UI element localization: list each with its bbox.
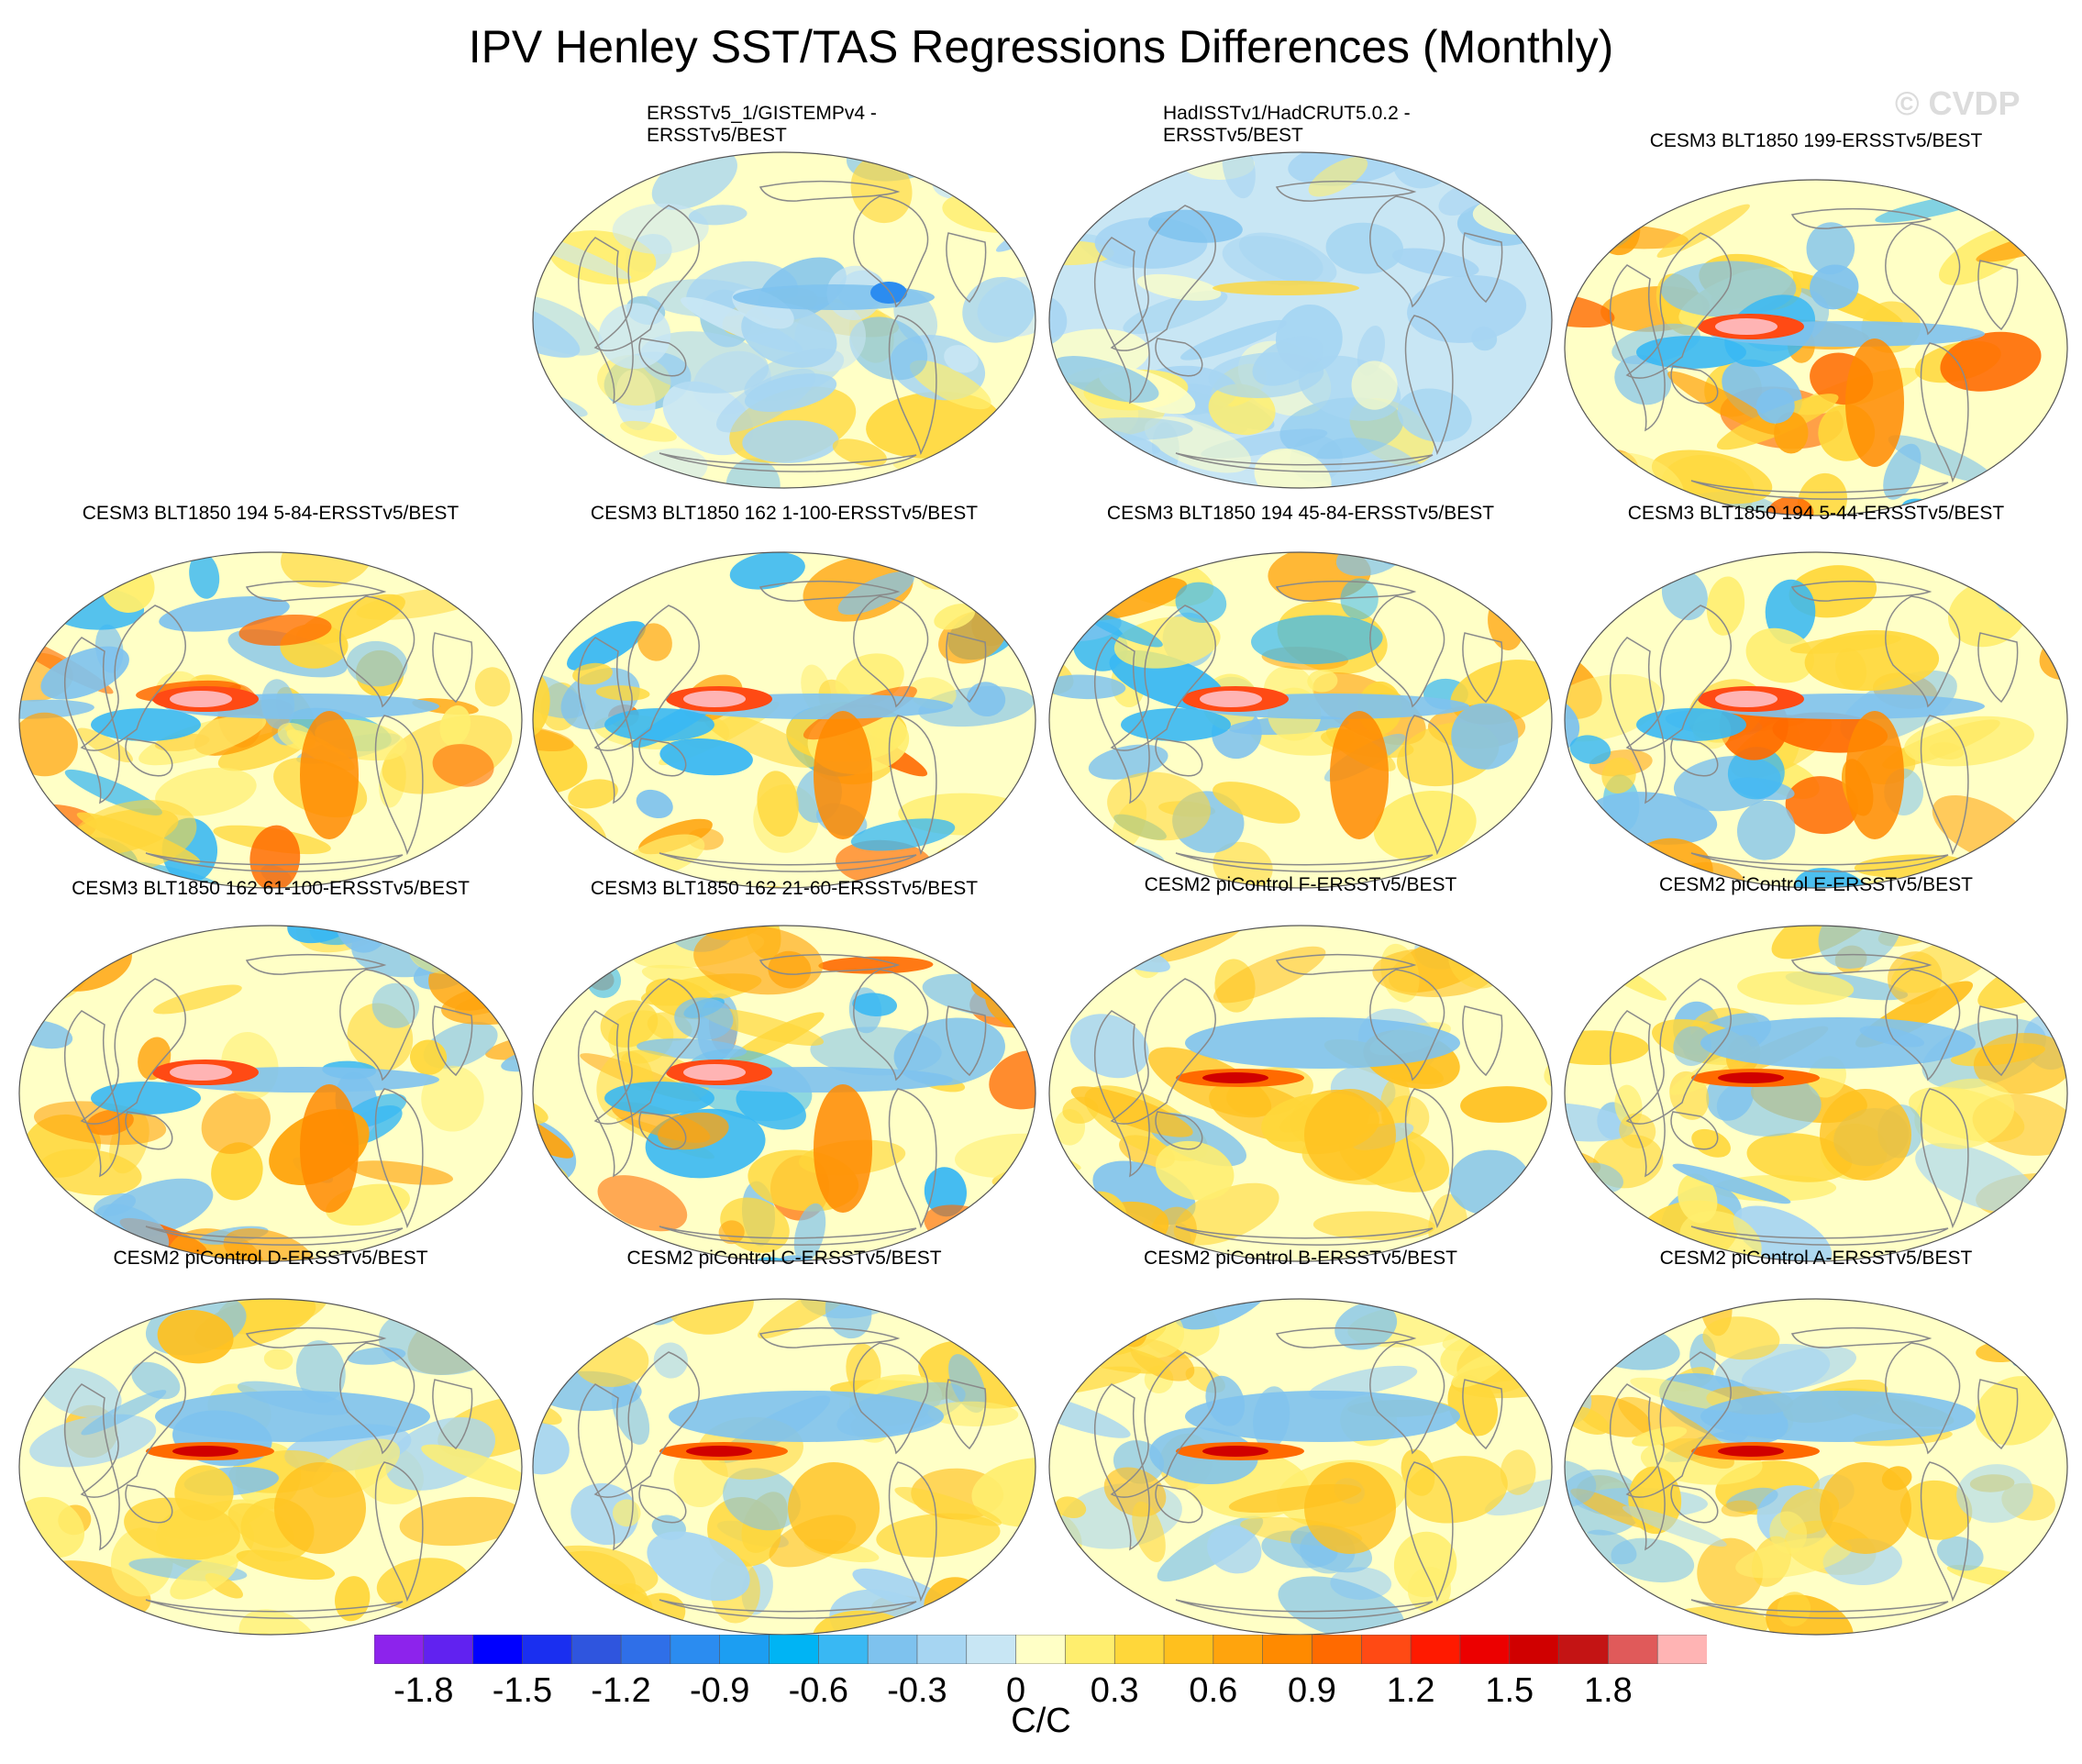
colorbar-swatch [570, 1635, 622, 1664]
colorbar [374, 1635, 1707, 1664]
colorbar-tick-label: -1.5 [492, 1671, 553, 1710]
panel-title: ERSSTv5_1/GISTEMPv4 - ERSSTv5/BEST [647, 103, 877, 146]
colorbar-tick-label: 1.8 [1583, 1671, 1633, 1710]
map-panel: CESM2 piControl F-ERSSTv5/BEST [1044, 874, 1557, 1262]
colorbar-tick-label: -1.8 [393, 1671, 454, 1710]
map-panel: ERSSTv5_1/GISTEMPv4 - ERSSTv5/BEST [527, 103, 1041, 489]
colorbar-swatch [867, 1635, 918, 1664]
panel-title: CESM3 BLT1850 194 5-84-ERSSTv5/BEST [82, 503, 460, 524]
colorbar-swatch [670, 1635, 721, 1664]
map-panel: CESM2 piControl A-ERSSTv5/BEST [1559, 1248, 2073, 1636]
panel-title: CESM3 BLT1850 199-ERSSTv5/BEST [1649, 130, 1983, 151]
colorbar-swatch [620, 1635, 671, 1664]
colorbar-tick-label: 0.3 [1090, 1671, 1139, 1710]
colorbar-swatch [472, 1635, 524, 1664]
colorbar-swatch [1509, 1635, 1560, 1664]
map-panel: CESM2 piControl D-ERSSTv5/BEST [14, 1248, 527, 1636]
world-map [1564, 551, 2068, 889]
world-map [1564, 179, 2068, 516]
world-map [532, 151, 1036, 489]
panel-title: CESM3 BLT1850 194 45-84-ERSSTv5/BEST [1106, 503, 1495, 524]
colorbar-swatch [1558, 1635, 1610, 1664]
colorbar-tick-label: -0.6 [788, 1671, 849, 1710]
map-panel: CESM2 piControl E-ERSSTv5/BEST [1559, 874, 2073, 1262]
colorbar-swatch [1163, 1635, 1214, 1664]
world-map [1564, 1298, 2068, 1636]
panel-title: CESM2 piControl E-ERSSTv5/BEST [1659, 874, 1973, 895]
map-panel: CESM3 BLT1850 162 61-100-ERSSTv5/BEST [14, 876, 527, 1262]
colorbar-swatch [1065, 1635, 1116, 1664]
colorbar-swatch [1410, 1635, 1461, 1664]
panel-title: CESM2 piControl D-ERSSTv5/BEST [113, 1248, 428, 1269]
colorbar-swatch [769, 1635, 820, 1664]
colorbar-units: C/C [1011, 1702, 1071, 1740]
panel-title: CESM3 BLT1850 194 5-44-ERSSTv5/BEST [1627, 503, 2005, 524]
panel-title: CESM3 BLT1850 162 21-60-ERSSTv5/BEST [590, 878, 979, 899]
colorbar-swatch [1015, 1635, 1067, 1664]
colorbar-swatch [966, 1635, 1017, 1664]
world-map [1048, 551, 1553, 889]
colorbar-swatch [1656, 1635, 1707, 1664]
colorbar-swatch [1608, 1635, 1658, 1664]
colorbar-swatch [1312, 1635, 1363, 1664]
world-map [532, 551, 1036, 889]
map-panel: CESM3 BLT1850 199-ERSSTv5/BEST [1559, 103, 2073, 516]
world-map [18, 551, 523, 889]
panel-title: CESM2 piControl B-ERSSTv5/BEST [1144, 1248, 1457, 1269]
panel-title: HadISSTv1/HadCRUT5.0.2 - ERSSTv5/BEST [1163, 103, 1411, 146]
map-panel: CESM3 BLT1850 162 1-100-ERSSTv5/BEST [527, 503, 1041, 889]
world-map [1048, 925, 1553, 1262]
colorbar-swatch [1262, 1635, 1313, 1664]
panel-title: CESM2 piControl F-ERSSTv5/BEST [1144, 874, 1457, 895]
map-panel: CESM3 BLT1850 194 5-84-ERSSTv5/BEST [14, 503, 527, 889]
colorbar-swatch [1213, 1635, 1264, 1664]
colorbar-swatch [818, 1635, 869, 1664]
colorbar-tick-label: -0.9 [689, 1671, 750, 1710]
colorbar-swatch [423, 1635, 474, 1664]
colorbar-tick-label: 0.6 [1189, 1671, 1238, 1710]
colorbar-swatch [719, 1635, 770, 1664]
world-map [18, 1298, 523, 1636]
map-panel: CESM3 BLT1850 194 45-84-ERSSTv5/BEST [1044, 503, 1557, 889]
colorbar-swatch [522, 1635, 573, 1664]
panel-title: CESM3 BLT1850 162 1-100-ERSSTv5/BEST [590, 503, 979, 524]
world-map [1564, 925, 2068, 1262]
colorbar-tick-label: 1.5 [1485, 1671, 1534, 1710]
colorbar-tick-label: 0 [1006, 1671, 1026, 1710]
world-map [1048, 1298, 1553, 1636]
panel-title: CESM2 piControl C-ERSSTv5/BEST [626, 1248, 942, 1269]
map-panel: HadISSTv1/HadCRUT5.0.2 - ERSSTv5/BEST [1044, 103, 1557, 489]
map-panel: CESM3 BLT1850 162 21-60-ERSSTv5/BEST [527, 876, 1041, 1262]
colorbar-tick-label: -0.3 [887, 1671, 947, 1710]
map-panel: CESM3 BLT1850 194 5-44-ERSSTv5/BEST [1559, 503, 2073, 889]
cvdp-watermark: © CVDP [1895, 84, 2021, 122]
figure-title: IPV Henley SST/TAS Regressions Differenc… [468, 21, 1614, 72]
world-map [1048, 151, 1553, 489]
colorbar-tick-label: -1.2 [591, 1671, 651, 1710]
colorbar-swatch [1113, 1635, 1165, 1664]
colorbar-swatch [916, 1635, 968, 1664]
world-map [532, 925, 1036, 1262]
colorbar-swatch [374, 1635, 425, 1664]
colorbar-swatch [1361, 1635, 1412, 1664]
map-panel: CESM2 piControl C-ERSSTv5/BEST [527, 1248, 1041, 1636]
colorbar-tick-label: 0.9 [1288, 1671, 1336, 1710]
world-map [18, 925, 523, 1262]
panel-title: CESM2 piControl A-ERSSTv5/BEST [1659, 1248, 1973, 1269]
colorbar-tick-label: 1.2 [1386, 1671, 1435, 1710]
panel-title: CESM3 BLT1850 162 61-100-ERSSTv5/BEST [72, 878, 470, 899]
map-panel: CESM2 piControl B-ERSSTv5/BEST [1044, 1248, 1557, 1636]
world-map [532, 1298, 1036, 1636]
colorbar-swatch [1459, 1635, 1511, 1664]
